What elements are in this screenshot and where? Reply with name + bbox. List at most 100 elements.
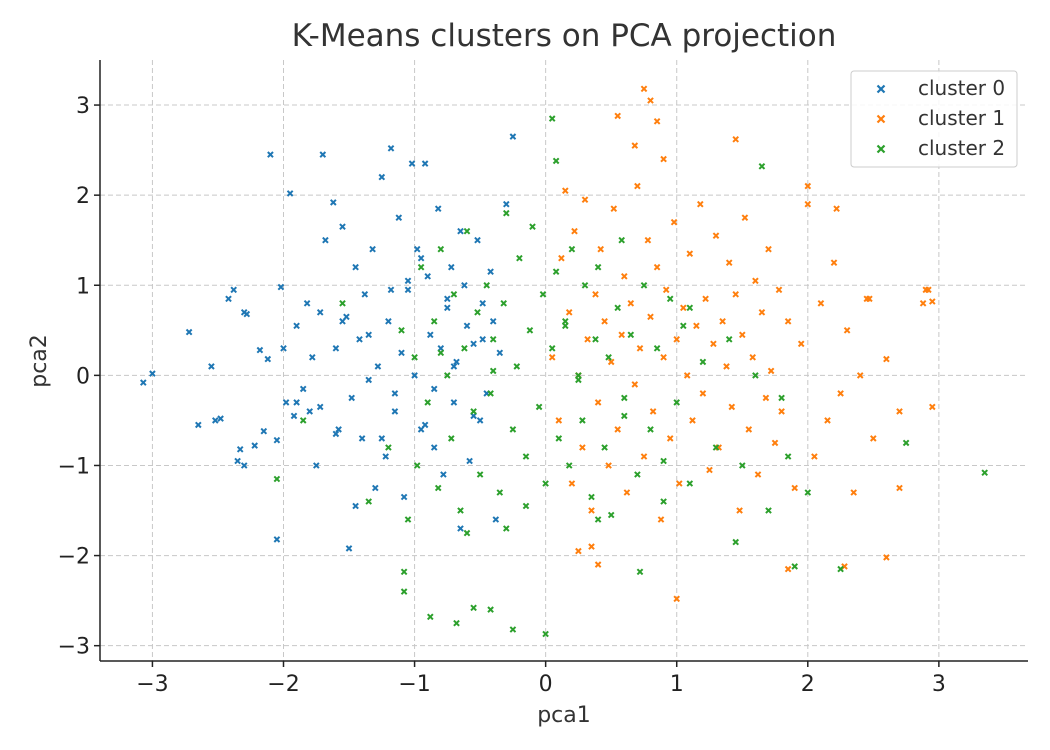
data-point: [850, 489, 858, 496]
data-point: [502, 200, 510, 208]
data-point: [382, 453, 390, 460]
legend-frame: [850, 70, 1018, 168]
data-point: [211, 417, 219, 424]
data-point: [673, 595, 681, 603]
data-point: [293, 322, 300, 330]
grid: [100, 60, 1028, 661]
data-point: [391, 390, 399, 397]
data-point: [728, 403, 736, 411]
data-point: [762, 394, 770, 402]
y-tick-label: −3: [58, 635, 90, 660]
data-point: [470, 408, 477, 415]
data-point: [640, 453, 648, 460]
data-point: [699, 358, 707, 366]
data-point: [627, 331, 635, 339]
data-point: [837, 390, 844, 397]
data-point: [856, 372, 864, 379]
data-point: [647, 97, 654, 104]
data-point: [571, 227, 578, 235]
data-point: [398, 349, 405, 357]
data-point: [356, 335, 363, 343]
data-point: [610, 205, 618, 213]
data-point: [230, 286, 238, 294]
data-point: [378, 435, 386, 442]
data-point: [804, 182, 812, 190]
y-axis-label: pca2: [27, 334, 52, 388]
data-point: [450, 399, 458, 406]
data-point: [426, 331, 434, 339]
data-point: [290, 412, 298, 420]
data-point: [267, 151, 274, 158]
data-point: [581, 196, 589, 204]
data-point: [679, 304, 687, 312]
data-point: [568, 480, 576, 487]
legend-item-cluster-2: cluster 2: [876, 136, 1005, 160]
data-point: [883, 554, 890, 561]
data-point: [208, 363, 215, 370]
data-point: [225, 295, 232, 303]
data-point: [240, 462, 248, 469]
data-point: [712, 232, 720, 240]
data-point: [461, 344, 468, 352]
data-point: [548, 344, 556, 352]
data-point: [736, 507, 743, 514]
data-point: [653, 344, 661, 352]
data-point: [332, 430, 340, 438]
data-point: [594, 561, 602, 568]
data-point: [673, 335, 681, 343]
data-point: [738, 331, 746, 339]
data-point: [605, 353, 612, 361]
data-point: [649, 408, 657, 415]
data-point: [784, 453, 792, 460]
data-point: [303, 299, 311, 307]
data-point: [673, 399, 681, 406]
data-point: [293, 399, 300, 406]
data-point: [928, 298, 936, 305]
data-point: [837, 565, 844, 573]
x-tick-label: 1: [670, 672, 684, 697]
legend-marker-cluster-1: [876, 114, 886, 124]
data-point: [830, 259, 838, 267]
data-point: [623, 489, 631, 496]
data-point: [319, 151, 327, 158]
data-point: [443, 372, 451, 379]
series-cluster-1: [548, 85, 936, 603]
data-point: [542, 480, 549, 487]
data-point: [529, 223, 536, 231]
data-point: [588, 543, 595, 550]
data-point: [522, 502, 530, 510]
data-point: [719, 317, 726, 325]
data-point: [489, 335, 497, 343]
legend-label-cluster-1: cluster 1: [918, 106, 1005, 130]
data-point: [450, 363, 458, 370]
data-point: [273, 436, 281, 444]
legend-marker-cluster-0: [876, 84, 886, 94]
data-point: [767, 367, 775, 375]
data-point: [732, 135, 740, 143]
data-point: [723, 363, 730, 370]
data-point: [686, 250, 694, 258]
data-point: [581, 281, 589, 289]
data-point: [548, 115, 556, 122]
data-point: [601, 317, 608, 325]
data-point: [791, 484, 799, 492]
data-point: [463, 322, 471, 330]
x-axis-label: pca1: [537, 703, 591, 728]
data-point: [640, 85, 648, 93]
data-point: [457, 507, 464, 514]
data-point: [618, 331, 626, 339]
data-point: [502, 525, 510, 532]
data-point: [408, 160, 416, 167]
data-point: [634, 182, 641, 190]
data-point: [387, 144, 395, 152]
data-point: [413, 462, 421, 469]
data-point: [833, 205, 840, 213]
data-point: [620, 412, 628, 420]
data-point: [561, 322, 569, 330]
data-point: [775, 286, 783, 294]
data-point: [597, 245, 605, 253]
data-point: [413, 245, 421, 253]
y-tick-label: −2: [58, 545, 90, 570]
data-point: [453, 619, 460, 627]
legend-marker-cluster-2: [876, 144, 886, 154]
